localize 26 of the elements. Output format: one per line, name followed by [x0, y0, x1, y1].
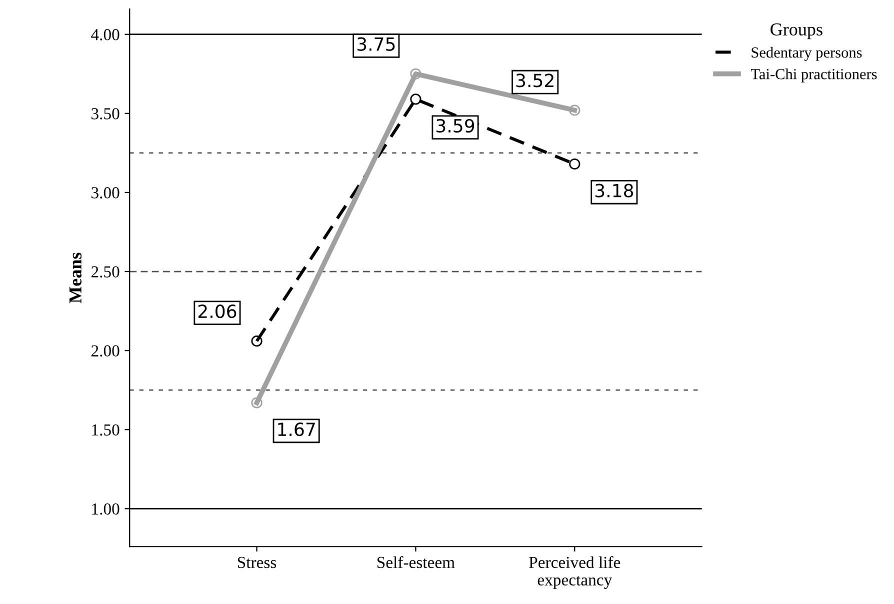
point [569, 158, 580, 170]
y-axis-title: Means [70, 252, 82, 304]
data-label: 3.75 [357, 37, 395, 51]
legend-label: Sedentary persons [752, 46, 862, 61]
data-label: 1.67 [278, 422, 315, 436]
data-label: 3.18 [595, 184, 634, 198]
y-tick-label: 3.50 [92, 108, 120, 120]
y-tick-label: 4.00 [91, 29, 120, 40]
legend-title: Groups [770, 23, 822, 40]
y-tick-label: 1.50 [92, 424, 120, 436]
data-label: 3.52 [516, 74, 554, 88]
point [410, 68, 422, 80]
legend-label: Tai-Chi practitioners [750, 68, 877, 82]
point [569, 104, 580, 116]
point [251, 397, 262, 408]
y-tick-label: 3.00 [92, 187, 120, 198]
point [410, 94, 422, 105]
data-label: 3.59 [436, 118, 474, 133]
x-tick-label: Stress [238, 556, 276, 568]
point [251, 336, 262, 347]
y-tick-label: 1.00 [92, 503, 120, 515]
x-tick-label: Self-esteem [377, 556, 455, 568]
y-tick-label: 2.00 [91, 345, 120, 357]
x-tick-label: Perceived life expectancy [529, 556, 620, 589]
y-tick-label: 2.50 [91, 266, 120, 278]
data-label: 2.06 [198, 304, 236, 318]
